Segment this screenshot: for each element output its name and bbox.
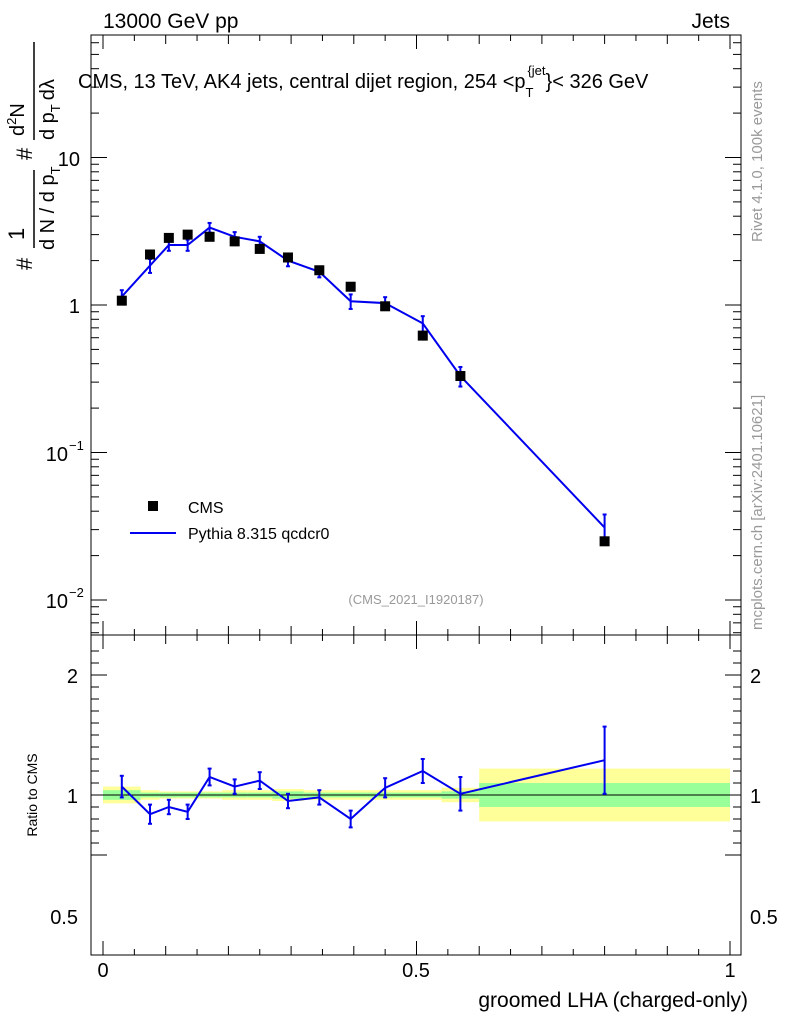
ratio-ytick-2: 2 [67,666,78,688]
ylabel-deriv-num: d2N [4,103,29,136]
ylabel-deriv-num-text: d [7,125,29,136]
main-title: CMS, 13 TeV, AK4 jets, central dijet reg… [78,63,649,100]
data-point [145,249,156,260]
mc-line [121,226,606,529]
ylabel-deriv-den-text: d p [37,112,59,140]
analysis-id: (CMS_2021_I1920187) [348,592,483,607]
main-title-end: }< 326 GeV [546,71,650,93]
xtick-label-0.5: 0.5 [402,960,430,982]
ratio-ylabel: Ratio to CMS [24,753,40,836]
main-title-sub: T [526,85,534,100]
ratio-ytick-0.5: 0.5 [50,907,78,929]
data-point [229,236,240,247]
ylabel-deriv-den-end: dλ [37,79,59,100]
ylabel-deriv-num-sup: 2 [4,118,19,125]
ratio-ytick-right-2: 2 [750,666,761,688]
data-point [254,243,265,254]
data-point [417,330,428,341]
ylabel-den: d N / d pT [37,166,63,250]
ratio-ytick-right-0.5: 0.5 [750,907,778,929]
data-point [282,252,293,263]
data-point [116,295,127,306]
ytick-label-10: 10 [58,149,80,171]
ylabel-den-sub: T [48,166,63,174]
ratio-mc-line [121,759,605,821]
ylabel-hash-2: # [12,147,37,160]
ratio-ytick-right-1: 1 [750,786,761,808]
mc-line-group [119,221,607,545]
main-title-sup: {jet [527,63,545,78]
header-left-label: 13000 GeV pp [103,10,238,33]
rivet-label: Rivet 4.1.0, 100k events [749,81,766,242]
ytick-exp-0.1: −1 [69,438,84,453]
ratio-axes [91,635,741,955]
ylabel-deriv-den-sub: T [48,104,63,112]
data-point [380,301,391,312]
ytick-label-1: 1 [69,296,80,318]
main-title-text: CMS, 13 TeV, AK4 jets, central dijet reg… [78,71,526,93]
ylabel-one: 1 [4,228,29,240]
ylabel-hash-1: # [12,257,37,270]
legend-data-marker [148,501,158,511]
ratio-plot-frame [90,634,742,956]
data-point [345,281,356,292]
legend-mc-label: Pythia 8.315 qcdcr0 [188,526,330,543]
ratio-mc-group [119,725,607,829]
ratio-ytick-1: 1 [67,786,78,808]
xaxis-label: groomed LHA (charged-only) [478,989,748,1012]
data-point [314,265,325,276]
ytick-exp-0.01: −2 [69,585,84,600]
legend-data-label: CMS [188,500,224,517]
main-plot-frame [90,34,742,636]
ylabel-deriv-den: d pTdλ [37,79,63,140]
ylabel-den-text: d N / d p [37,174,59,250]
xtick-label-0: 0 [97,960,108,982]
data-points-group [116,229,610,547]
xtick-label-1: 1 [724,960,735,982]
data-point [599,536,610,547]
ytick-label-0.01: 10 [46,591,68,613]
data-point [204,231,215,242]
data-point [182,229,193,240]
ylabel-deriv-num-end: N [7,103,29,117]
data-point [163,232,174,243]
ytick-label-0.1: 10 [46,444,68,466]
mcplots-label: mcplots.cern.ch [arXiv:2401.10621] [749,395,766,630]
main-axes [91,35,741,635]
data-point [455,371,466,382]
header-right-label: Jets [691,10,730,33]
main-ylabel: # 1 d N / d pT # d2N d pTdλ [4,42,63,270]
